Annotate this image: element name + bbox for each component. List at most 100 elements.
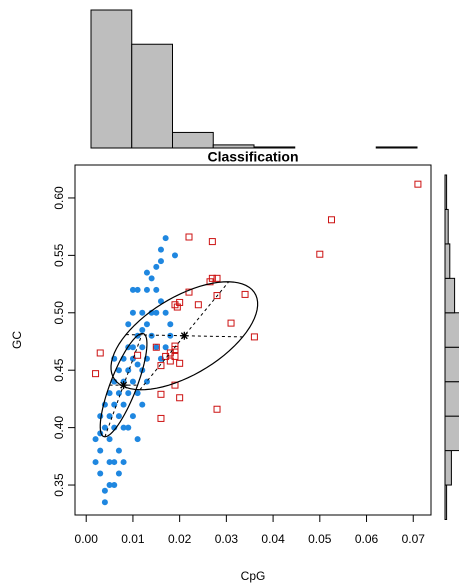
histogram-bar — [375, 146, 418, 149]
x-tick-label: 0.03 — [215, 532, 239, 546]
point — [241, 290, 249, 298]
point — [162, 235, 169, 242]
point — [162, 309, 169, 316]
point — [148, 275, 155, 282]
x-axis-label: CpG — [241, 569, 266, 583]
histogram-bar — [131, 43, 173, 149]
point — [120, 424, 127, 431]
point — [129, 309, 136, 316]
point — [111, 401, 118, 408]
point — [143, 286, 150, 293]
point — [176, 298, 184, 306]
point — [125, 321, 132, 328]
point — [327, 216, 335, 224]
point — [157, 390, 165, 398]
x-tick-label: 0.01 — [121, 532, 145, 546]
y-tick-label: 0.55 — [52, 243, 66, 267]
histogram-bar — [444, 415, 459, 452]
point — [148, 332, 155, 339]
point — [115, 470, 122, 477]
point — [213, 274, 221, 282]
y-axis-label: GC — [10, 331, 24, 349]
y-tick-label: 0.50 — [52, 301, 66, 325]
point — [106, 390, 113, 397]
point — [139, 344, 146, 351]
point — [115, 447, 122, 454]
point — [139, 401, 146, 408]
x-tick-label: 0.04 — [261, 532, 285, 546]
point — [166, 357, 174, 365]
y-tick-label: 0.45 — [52, 358, 66, 382]
point — [125, 390, 132, 397]
point — [414, 180, 422, 188]
point — [129, 378, 136, 385]
point — [157, 258, 164, 265]
point — [157, 246, 164, 253]
point — [101, 499, 108, 506]
histogram-bar — [444, 208, 449, 245]
point — [92, 370, 100, 378]
point — [97, 470, 104, 477]
point — [106, 413, 113, 420]
histogram-bar — [253, 146, 296, 149]
x-tick-label: 0.02 — [168, 532, 192, 546]
point — [157, 414, 165, 422]
point — [134, 361, 141, 368]
histogram-bar — [212, 144, 255, 149]
point — [206, 278, 214, 286]
point — [162, 344, 169, 351]
point — [97, 413, 104, 420]
point — [208, 238, 216, 246]
point — [92, 459, 99, 466]
point — [153, 263, 160, 270]
point — [120, 401, 127, 408]
histogram-bar — [444, 312, 459, 348]
point — [134, 286, 141, 293]
histogram-bar — [444, 484, 448, 520]
point — [213, 292, 221, 300]
point — [173, 303, 181, 311]
point — [171, 352, 179, 360]
x-tick-label: 0.06 — [355, 532, 379, 546]
point — [134, 390, 141, 397]
point — [129, 413, 136, 420]
point — [171, 301, 179, 309]
point — [92, 436, 99, 443]
minor-axis — [125, 334, 243, 338]
x-tick-label: 0.05 — [308, 532, 332, 546]
point — [171, 252, 178, 259]
point — [129, 344, 136, 351]
point — [153, 344, 160, 351]
point — [153, 286, 160, 293]
point — [176, 394, 184, 402]
point — [139, 309, 146, 316]
point — [96, 349, 104, 357]
point — [129, 286, 136, 293]
major-axis — [139, 281, 230, 391]
point — [106, 459, 113, 466]
x-tick-label: 0.07 — [402, 532, 426, 546]
histogram-bar — [444, 277, 456, 314]
point — [125, 424, 132, 431]
point — [152, 343, 160, 351]
point — [143, 269, 150, 276]
point — [185, 233, 193, 241]
point — [157, 362, 165, 370]
point — [134, 436, 141, 443]
point — [106, 482, 113, 489]
point — [171, 381, 179, 389]
point — [120, 459, 127, 466]
point — [115, 367, 122, 374]
point — [115, 413, 122, 420]
histogram-bar — [444, 381, 459, 417]
y-tick-label: 0.40 — [52, 416, 66, 440]
plot-frame — [74, 164, 432, 516]
point — [157, 298, 164, 305]
histogram-bar — [444, 450, 452, 486]
point — [213, 405, 221, 413]
point — [143, 321, 150, 328]
histogram-bar — [444, 174, 448, 210]
point — [167, 321, 174, 328]
histogram-bar — [172, 131, 214, 149]
center-marker — [119, 381, 128, 390]
